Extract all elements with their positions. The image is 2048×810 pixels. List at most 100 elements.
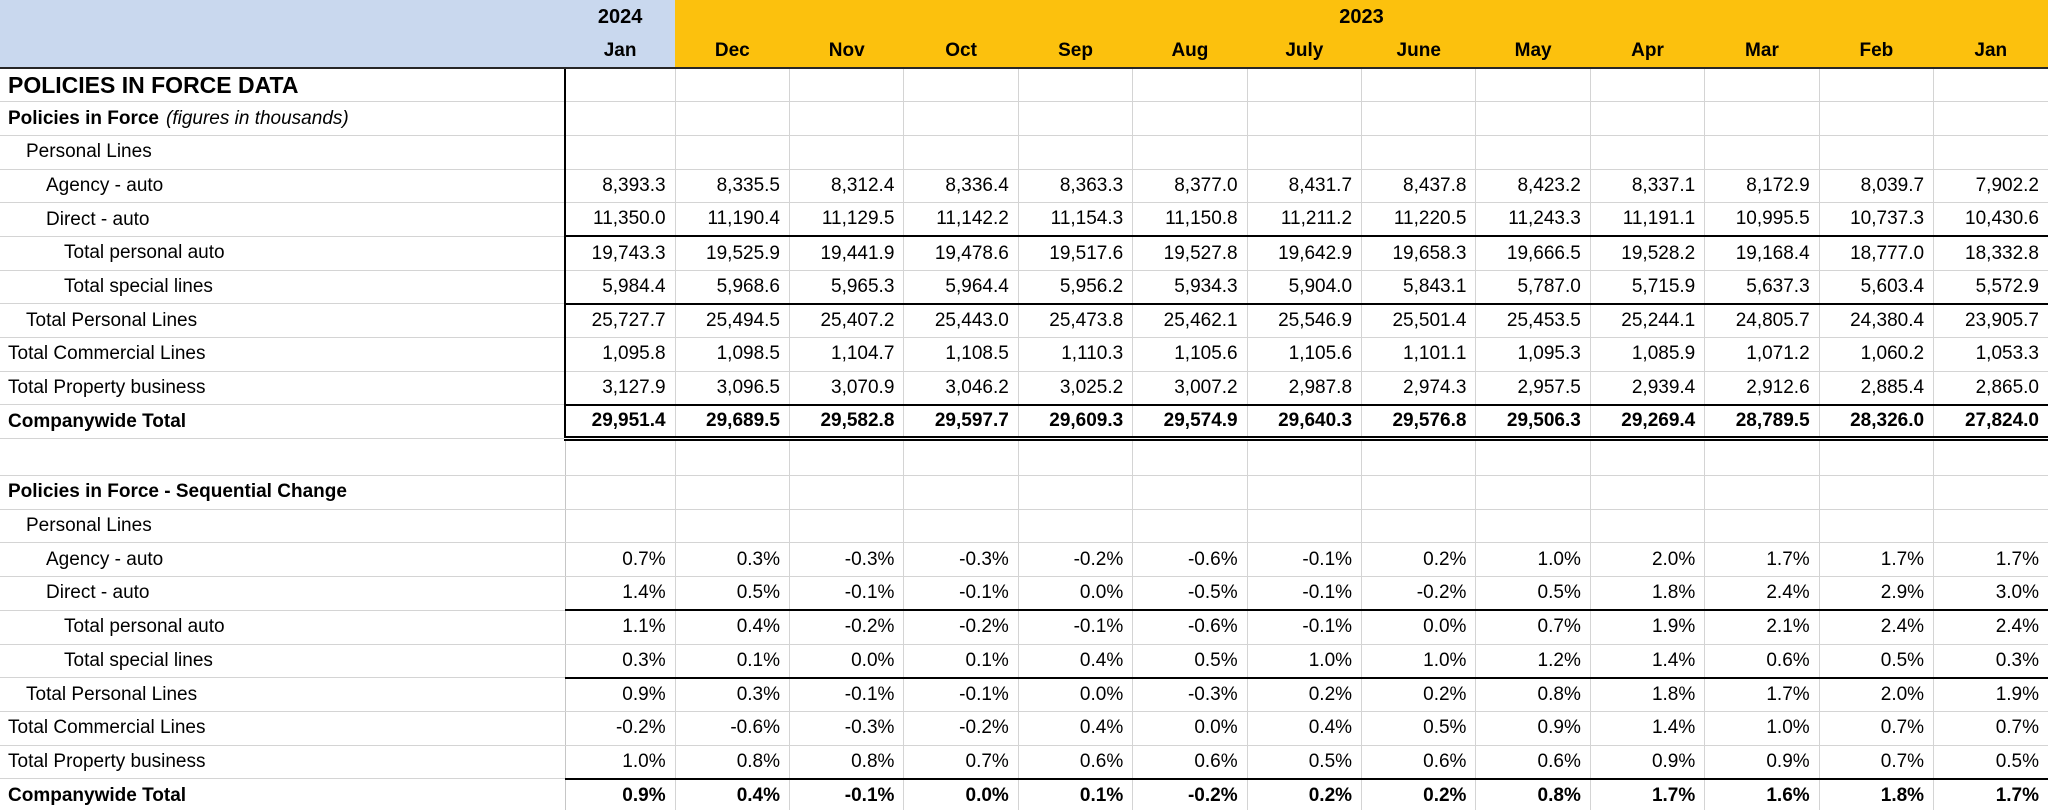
value-cell bbox=[1132, 135, 1248, 170]
value-cell bbox=[1819, 475, 1935, 510]
value-cell bbox=[903, 475, 1019, 510]
seq-total-personal-lines-row: Total Personal Lines 0.9% 0.3% -0.1% -0.1% 0.… bbox=[0, 677, 2048, 712]
value-cell: 0.5% bbox=[1132, 644, 1248, 679]
pif-total-commercial-lines-row: Total Commercial Lines 1,095.8 1,098.5 1,10… bbox=[0, 337, 2048, 372]
value-cell: 0.6% bbox=[1475, 745, 1591, 780]
value-cell bbox=[1590, 135, 1706, 170]
value-cell: 0.2% bbox=[1247, 677, 1363, 712]
value-cell: 1.8% bbox=[1819, 778, 1935, 810]
value-cell bbox=[1018, 101, 1134, 136]
value-cell: 0.0% bbox=[903, 778, 1019, 810]
value-cell: 3,007.2 bbox=[1132, 371, 1248, 406]
value-cell: 0.2% bbox=[1361, 542, 1477, 578]
section-heading: Policies in Force - Sequential Change bbox=[8, 481, 347, 503]
row-label: Total Commercial Lines bbox=[0, 337, 566, 372]
value-cell: 25,473.8 bbox=[1018, 303, 1134, 338]
value-cell bbox=[1475, 67, 1591, 103]
month-header-apr: Apr bbox=[1590, 35, 1705, 69]
value-cell: 10,737.3 bbox=[1819, 202, 1935, 238]
value-cell: -0.1% bbox=[1247, 576, 1363, 612]
value-cell: 1.4% bbox=[1590, 711, 1706, 746]
value-cell: 19,478.6 bbox=[903, 236, 1019, 271]
value-cell: 11,243.3 bbox=[1475, 202, 1591, 238]
value-cell bbox=[903, 438, 1019, 477]
value-cell bbox=[1704, 438, 1820, 477]
value-cell bbox=[1933, 101, 2048, 136]
value-cell bbox=[1933, 135, 2048, 170]
value-cell: 5,964.4 bbox=[903, 270, 1019, 305]
value-cell: 8,039.7 bbox=[1819, 169, 1935, 204]
value-cell: 0.9% bbox=[1704, 745, 1820, 780]
value-cell: 0.0% bbox=[1018, 576, 1134, 612]
seq-total-personal-auto-row: Total personal auto 1.1% 0.4% -0.2% -0.2% -0.… bbox=[0, 610, 2048, 645]
month-header-june: June bbox=[1361, 35, 1476, 69]
value-cell: 25,407.2 bbox=[789, 303, 905, 338]
value-cell: 2,957.5 bbox=[1475, 371, 1591, 406]
value-cell bbox=[789, 438, 905, 477]
value-cell: 0.6% bbox=[1018, 745, 1134, 780]
value-cell: 19,168.4 bbox=[1704, 236, 1820, 271]
value-cell: 0.5% bbox=[1247, 745, 1363, 780]
value-cell: 1,108.5 bbox=[903, 337, 1019, 372]
month-header-aug: Aug bbox=[1132, 35, 1248, 69]
value-cell: 11,211.2 bbox=[1247, 202, 1363, 238]
value-cell: 19,666.5 bbox=[1475, 236, 1591, 271]
value-cell: 5,904.0 bbox=[1247, 270, 1363, 305]
row-label: Total special lines bbox=[0, 644, 566, 679]
section-heading: Policies in Force bbox=[8, 107, 159, 129]
value-cell: 18,777.0 bbox=[1819, 236, 1935, 271]
value-cell bbox=[1819, 67, 1935, 103]
value-cell: 0.4% bbox=[1247, 711, 1363, 746]
value-cell: 1.2% bbox=[1475, 644, 1591, 679]
value-cell bbox=[675, 101, 791, 136]
value-cell bbox=[1018, 135, 1134, 170]
value-cell bbox=[564, 101, 676, 136]
value-cell: 8,335.5 bbox=[675, 169, 791, 204]
value-cell bbox=[1819, 135, 1935, 170]
row-label: Total Property business bbox=[0, 371, 566, 406]
value-cell: 29,269.4 bbox=[1590, 404, 1706, 442]
value-cell bbox=[1247, 438, 1363, 477]
value-cell: 10,430.6 bbox=[1933, 202, 2048, 238]
seq-total-commercial-lines-row: Total Commercial Lines -0.2% -0.6% -0.3% -0.… bbox=[0, 711, 2048, 746]
value-cell: 5,984.4 bbox=[564, 270, 676, 305]
row-label: Agency - auto bbox=[0, 169, 566, 204]
value-cell bbox=[1475, 101, 1591, 136]
value-cell bbox=[1361, 438, 1477, 477]
value-cell: 19,642.9 bbox=[1247, 236, 1363, 271]
value-cell bbox=[1933, 67, 2048, 103]
value-cell: 29,576.8 bbox=[1361, 404, 1477, 442]
row-label: Personal Lines bbox=[0, 509, 566, 544]
value-cell: 1.7% bbox=[1819, 542, 1935, 578]
value-cell bbox=[789, 67, 905, 103]
value-cell bbox=[564, 135, 676, 170]
value-cell bbox=[1475, 438, 1591, 477]
value-cell: 3,025.2 bbox=[1018, 371, 1134, 406]
value-cell: 0.7% bbox=[1475, 610, 1591, 645]
row-label: Agency - auto bbox=[0, 542, 566, 578]
value-cell: 1.1% bbox=[565, 610, 676, 645]
value-cell bbox=[564, 67, 676, 103]
value-cell: 1.9% bbox=[1590, 610, 1706, 645]
value-cell bbox=[1361, 135, 1477, 170]
value-cell: -0.2% bbox=[1132, 778, 1248, 810]
value-cell bbox=[1590, 67, 1706, 103]
value-cell: 0.5% bbox=[1475, 576, 1591, 612]
value-cell: 1,060.2 bbox=[1819, 337, 1935, 372]
value-cell bbox=[903, 509, 1019, 544]
value-cell: -0.3% bbox=[903, 542, 1019, 578]
value-cell: 0.1% bbox=[1018, 778, 1134, 810]
value-cell bbox=[903, 67, 1019, 103]
page-title: POLICIES IN FORCE DATA bbox=[0, 67, 566, 103]
value-cell: 0.7% bbox=[1933, 711, 2048, 746]
value-cell: 1.0% bbox=[1361, 644, 1477, 679]
value-cell: 7,902.2 bbox=[1933, 169, 2048, 204]
value-cell: 19,527.8 bbox=[1132, 236, 1248, 271]
value-cell bbox=[789, 135, 905, 170]
value-cell: 11,350.0 bbox=[564, 202, 676, 238]
value-cell: 0.0% bbox=[1018, 677, 1134, 712]
value-cell: 1.6% bbox=[1704, 778, 1820, 810]
value-cell bbox=[1018, 509, 1134, 544]
value-cell bbox=[1132, 101, 1248, 136]
value-cell bbox=[1475, 509, 1591, 544]
